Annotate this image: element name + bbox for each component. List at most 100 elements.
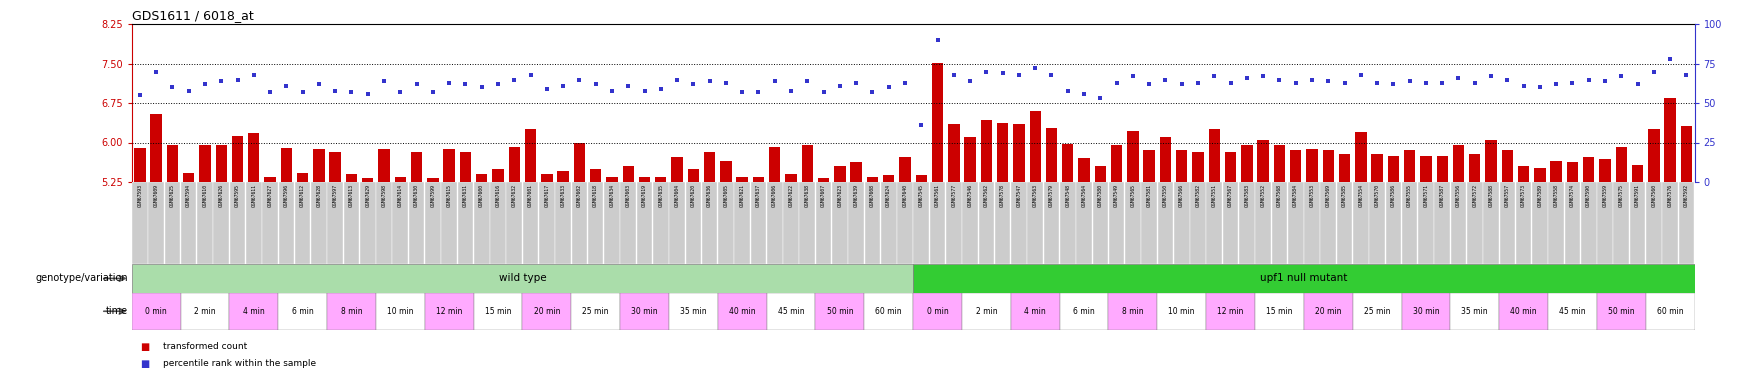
Bar xyxy=(1157,182,1172,264)
Bar xyxy=(132,264,913,292)
Bar xyxy=(1255,292,1302,330)
Bar xyxy=(1286,182,1302,264)
Bar xyxy=(346,174,356,182)
Text: GSM67602: GSM67602 xyxy=(577,184,581,207)
Bar xyxy=(1076,182,1092,264)
Point xyxy=(1216,80,1244,86)
Bar xyxy=(344,182,360,264)
Point xyxy=(1541,81,1569,87)
Bar xyxy=(261,182,277,264)
Bar xyxy=(1027,182,1042,264)
Bar xyxy=(783,182,799,264)
Point xyxy=(1590,78,1618,84)
Text: GSM67596: GSM67596 xyxy=(284,184,288,207)
Bar xyxy=(1564,182,1580,264)
Bar xyxy=(1485,140,1495,182)
Text: GSM67607: GSM67607 xyxy=(821,184,825,207)
Text: GSM67592: GSM67592 xyxy=(1683,184,1688,207)
Point xyxy=(370,78,398,84)
Bar xyxy=(570,182,586,264)
Bar xyxy=(1644,292,1694,330)
Bar xyxy=(376,182,391,264)
Bar xyxy=(799,182,814,264)
Bar xyxy=(295,182,311,264)
Bar xyxy=(444,149,455,182)
Text: GSM67611: GSM67611 xyxy=(251,184,256,207)
Text: 45 min: 45 min xyxy=(777,307,804,316)
Bar xyxy=(426,178,439,182)
Bar xyxy=(297,173,309,182)
Bar xyxy=(1060,182,1076,264)
Text: GSM67553: GSM67553 xyxy=(1309,184,1314,207)
Bar xyxy=(620,182,635,264)
Bar xyxy=(932,63,942,182)
Point xyxy=(1102,80,1130,86)
Point xyxy=(679,81,707,87)
Bar xyxy=(590,169,600,182)
Bar xyxy=(914,175,927,182)
Text: GSM67628: GSM67628 xyxy=(316,184,321,207)
Bar xyxy=(1190,182,1206,264)
Bar xyxy=(784,174,797,182)
Bar xyxy=(1257,140,1269,182)
Bar xyxy=(395,177,405,182)
Bar xyxy=(1550,161,1560,182)
Bar xyxy=(556,171,569,182)
Bar xyxy=(1530,182,1546,264)
Point xyxy=(1004,72,1032,78)
Bar xyxy=(832,182,848,264)
Text: GSM67636: GSM67636 xyxy=(707,184,713,207)
Text: GSM67587: GSM67587 xyxy=(1439,184,1444,207)
Bar xyxy=(753,177,763,182)
Text: GSM67561: GSM67561 xyxy=(934,184,939,207)
Point xyxy=(272,83,300,89)
Bar xyxy=(767,182,783,264)
Bar xyxy=(360,182,376,264)
Bar xyxy=(491,169,504,182)
Text: GSM67548: GSM67548 xyxy=(1065,184,1069,207)
Bar xyxy=(720,161,732,182)
Point xyxy=(1248,74,1276,80)
Point xyxy=(419,89,448,95)
Bar xyxy=(897,182,913,264)
Bar xyxy=(1302,292,1351,330)
Bar xyxy=(232,136,244,182)
Text: GSM67640: GSM67640 xyxy=(902,184,907,207)
Text: GSM67564: GSM67564 xyxy=(1081,184,1086,207)
Point xyxy=(158,84,186,90)
Text: 10 min: 10 min xyxy=(1167,307,1195,316)
Bar xyxy=(474,292,523,330)
Text: 35 min: 35 min xyxy=(679,307,706,316)
Point xyxy=(988,70,1016,76)
Text: GSM67552: GSM67552 xyxy=(1260,184,1265,207)
Bar xyxy=(132,292,181,330)
Bar xyxy=(1127,131,1137,182)
Bar xyxy=(1515,182,1530,264)
Point xyxy=(500,76,528,82)
Point xyxy=(1574,76,1602,82)
Text: GSM67591: GSM67591 xyxy=(1634,184,1639,207)
Text: GSM67593: GSM67593 xyxy=(137,184,142,207)
Bar xyxy=(1225,152,1236,182)
Text: GSM67578: GSM67578 xyxy=(1000,184,1004,207)
Point xyxy=(288,89,316,95)
Text: GSM67610: GSM67610 xyxy=(202,184,207,207)
Bar xyxy=(669,292,718,330)
Bar xyxy=(639,177,649,182)
Point xyxy=(923,37,951,43)
Point xyxy=(142,69,170,75)
Bar xyxy=(800,145,813,182)
Point xyxy=(321,87,349,93)
Bar xyxy=(183,173,195,182)
Text: 25 min: 25 min xyxy=(1364,307,1390,316)
Point xyxy=(565,76,593,82)
Bar xyxy=(425,292,474,330)
Text: 40 min: 40 min xyxy=(1509,307,1536,316)
Bar xyxy=(1141,182,1157,264)
Bar xyxy=(1304,182,1320,264)
Point xyxy=(1655,56,1683,62)
Bar xyxy=(476,174,488,182)
Text: GSM67562: GSM67562 xyxy=(983,184,988,207)
Text: GSM67589: GSM67589 xyxy=(1537,184,1541,207)
Bar xyxy=(605,177,618,182)
